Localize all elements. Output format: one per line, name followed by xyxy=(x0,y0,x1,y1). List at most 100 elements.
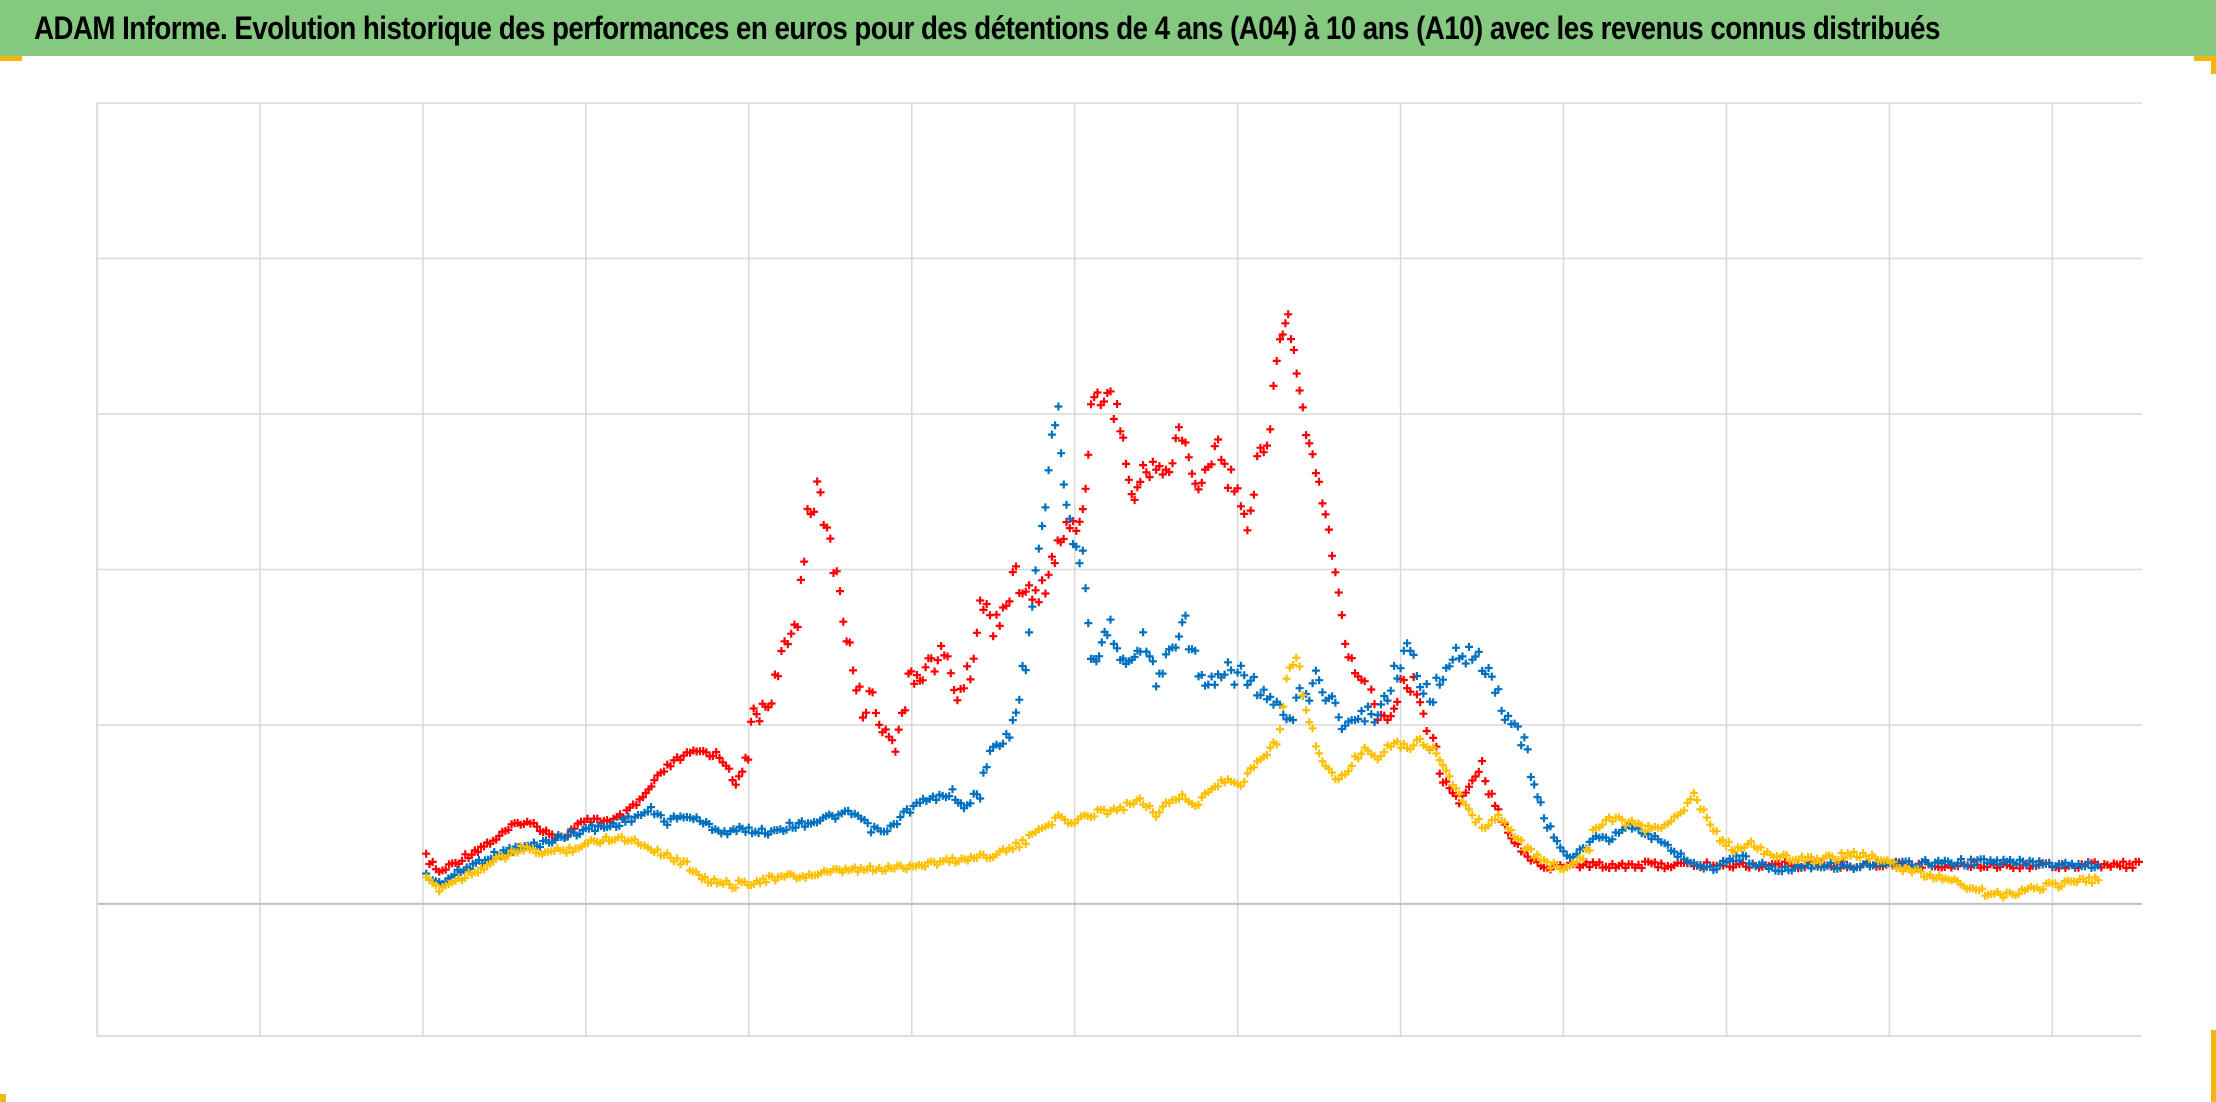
series-point xyxy=(2116,862,2125,871)
series-point xyxy=(1025,628,1034,637)
series-point xyxy=(1507,826,1516,835)
series-point xyxy=(948,853,957,862)
series-point xyxy=(777,647,786,655)
series-point xyxy=(676,755,685,764)
series-point xyxy=(749,704,758,713)
series-point xyxy=(747,717,755,726)
series-point xyxy=(1373,711,1382,720)
series-point xyxy=(1474,647,1483,656)
series-point xyxy=(867,828,875,837)
series-point xyxy=(992,610,1001,619)
series-point xyxy=(602,832,611,841)
series-point xyxy=(1311,742,1320,751)
series-point xyxy=(1122,459,1130,468)
series-point xyxy=(1210,680,1219,689)
series-point xyxy=(1139,628,1148,637)
series-point xyxy=(1243,526,1252,535)
series-point xyxy=(1236,502,1245,511)
series-point xyxy=(1240,671,1249,680)
series-point xyxy=(1917,867,1925,876)
series-point xyxy=(1650,858,1659,867)
series-point xyxy=(1399,676,1408,684)
series-point xyxy=(701,873,709,881)
series-point xyxy=(1018,662,1027,670)
series-point xyxy=(1380,692,1389,700)
series-point xyxy=(930,667,939,676)
series-point xyxy=(1730,847,1739,856)
series-point xyxy=(1133,483,1142,492)
series-point xyxy=(1256,691,1265,700)
series-point xyxy=(1416,734,1425,743)
series-point xyxy=(705,820,714,828)
series-point xyxy=(715,753,724,762)
series-point xyxy=(906,808,915,817)
series-point xyxy=(1002,601,1011,610)
series-point xyxy=(744,755,753,764)
series-point xyxy=(1051,421,1060,430)
series-point xyxy=(1390,661,1399,670)
series-point xyxy=(1243,769,1252,778)
series-point xyxy=(1474,815,1483,823)
series-point xyxy=(1008,716,1017,725)
series-point xyxy=(1084,450,1093,459)
series-point xyxy=(785,818,794,827)
series-point xyxy=(1676,849,1685,858)
series-point xyxy=(1214,782,1223,791)
series-point xyxy=(682,857,691,866)
series-point xyxy=(1315,676,1324,685)
series-point xyxy=(1572,858,1581,867)
series-point xyxy=(1458,652,1467,661)
series-point xyxy=(1855,853,1864,862)
series-point xyxy=(1377,752,1385,761)
series-point xyxy=(1435,680,1444,689)
series-point xyxy=(1354,754,1363,763)
series-point xyxy=(995,621,1004,630)
series-point xyxy=(1116,427,1125,436)
series-point xyxy=(1406,687,1415,696)
series-point xyxy=(1390,704,1399,713)
series-point xyxy=(1419,709,1428,718)
series-point xyxy=(1452,784,1460,793)
series-point xyxy=(1517,741,1526,750)
series-point xyxy=(972,790,981,799)
series-point xyxy=(1289,716,1297,724)
series-point xyxy=(458,856,466,865)
series-point xyxy=(1533,850,1542,859)
series-point xyxy=(1680,806,1689,815)
series-point xyxy=(1302,431,1311,440)
series-point xyxy=(1119,654,1128,663)
series-point xyxy=(1034,598,1043,607)
series-point xyxy=(1315,477,1324,486)
series-point xyxy=(1996,860,2005,869)
series-point xyxy=(1171,434,1180,443)
series-point xyxy=(1100,397,1108,406)
corner-mark-bottom-right xyxy=(2211,1030,2216,1102)
series-point xyxy=(562,848,571,857)
series-point xyxy=(1334,775,1343,784)
series-point xyxy=(913,671,921,679)
series-point xyxy=(1041,589,1050,598)
series-point xyxy=(1059,480,1068,489)
series-point xyxy=(1305,696,1314,705)
series-2 xyxy=(422,402,2102,889)
series-point xyxy=(1367,685,1376,694)
series-point xyxy=(1054,402,1063,411)
series-point xyxy=(932,796,941,804)
series-point xyxy=(1523,745,1532,754)
series-point xyxy=(752,710,761,719)
series-point xyxy=(2128,863,2137,872)
series-point xyxy=(1403,639,1412,648)
series-point xyxy=(774,672,783,681)
series-point xyxy=(744,823,753,832)
series-point xyxy=(1746,837,1755,846)
series-point xyxy=(1227,465,1236,474)
series-point xyxy=(1072,542,1081,551)
series-point xyxy=(1370,718,1379,727)
series-point xyxy=(1276,335,1284,344)
series-point xyxy=(1220,670,1229,679)
series-point xyxy=(1461,659,1470,668)
series-point xyxy=(839,617,848,626)
series-point xyxy=(1249,673,1258,681)
series-point xyxy=(731,780,740,789)
series-point xyxy=(653,845,662,854)
